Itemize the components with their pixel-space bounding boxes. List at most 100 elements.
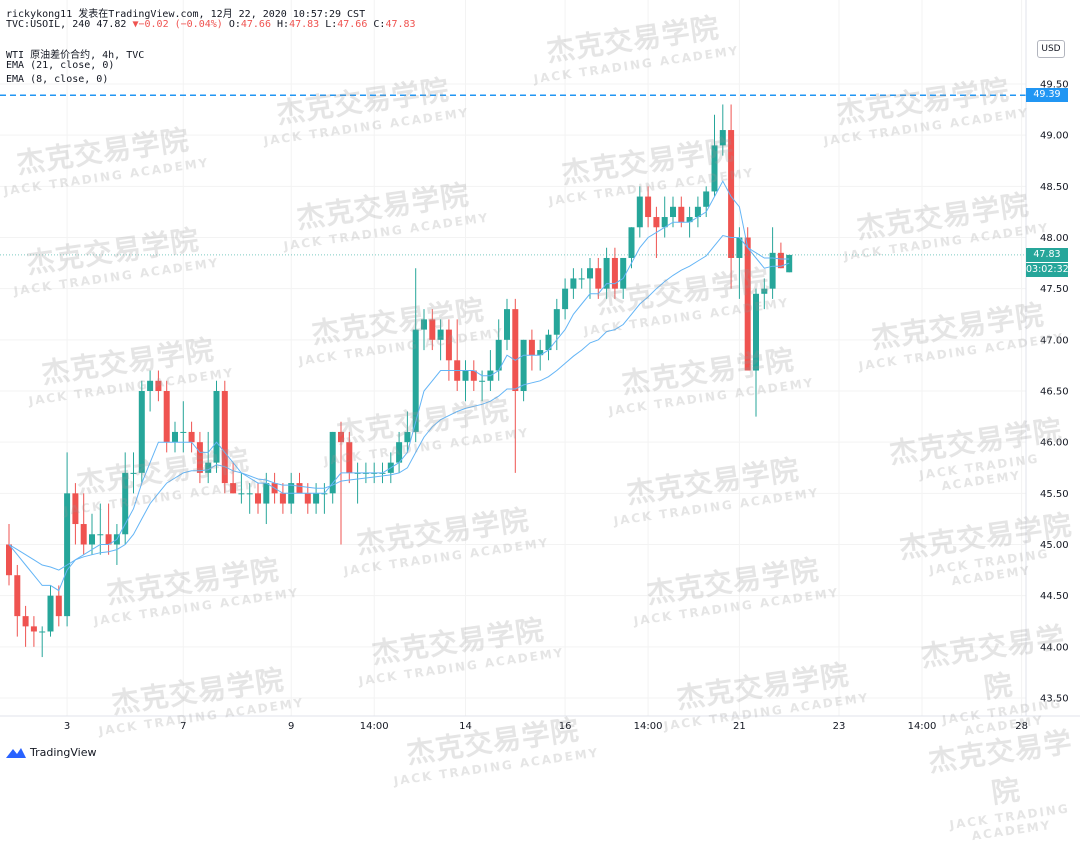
candle-down xyxy=(470,370,477,381)
candle-up xyxy=(562,288,569,310)
candlestick-series xyxy=(6,104,793,658)
ema-lines xyxy=(8,180,790,592)
candle-down xyxy=(221,391,228,484)
candle-up xyxy=(213,391,220,463)
low-value: 47.66 xyxy=(337,19,368,30)
y-tick-label: 46.00 xyxy=(1040,438,1069,449)
indicator-legend-ema8[interactable]: EMA (8, close, 0) xyxy=(6,74,109,85)
candle-down xyxy=(80,524,87,545)
candle-down xyxy=(163,391,170,443)
candle-up xyxy=(479,380,486,382)
candle-up xyxy=(703,191,710,207)
close-label: C: xyxy=(373,19,386,30)
candle-up xyxy=(537,350,544,356)
ema8-line xyxy=(8,180,790,592)
y-tick-label: 46.50 xyxy=(1040,387,1069,398)
candle-up xyxy=(545,334,552,351)
candle-up xyxy=(578,278,585,280)
candle-up xyxy=(504,309,510,340)
candle-down xyxy=(22,616,29,627)
candle-up xyxy=(587,268,593,279)
currency-button[interactable]: USD xyxy=(1037,40,1065,58)
candle-down xyxy=(230,483,237,494)
candle-down xyxy=(188,431,195,443)
candle-up xyxy=(437,329,444,340)
y-tick-label: 44.00 xyxy=(1040,642,1069,653)
candle-up xyxy=(263,483,270,504)
y-tick-label: 43.50 xyxy=(1040,694,1069,705)
candle-up xyxy=(122,472,129,535)
y-tick-label: 48.50 xyxy=(1040,182,1069,193)
candle-up xyxy=(147,380,154,391)
candle-up xyxy=(520,339,527,391)
candle-up xyxy=(661,217,668,228)
candle-up xyxy=(180,431,187,433)
price-change: −0.02 (−0.04%) xyxy=(138,19,223,30)
high-value: 47.83 xyxy=(289,19,320,30)
candle-down xyxy=(55,595,62,617)
candle-up xyxy=(462,370,469,381)
x-tick-label: 14 xyxy=(459,721,472,732)
candle-up xyxy=(89,534,95,545)
candle-down xyxy=(304,493,311,504)
y-tick-label: 45.50 xyxy=(1040,489,1069,500)
candle-up xyxy=(313,493,320,504)
candle-up xyxy=(603,257,610,289)
candle-down xyxy=(105,534,112,545)
candle-up xyxy=(736,237,743,258)
low-label: L: xyxy=(325,19,338,30)
candle-down xyxy=(678,206,685,223)
x-tick-label: 23 xyxy=(833,721,846,732)
candle-down xyxy=(255,493,261,504)
candle-up xyxy=(495,339,502,371)
y-tick-label: 49.00 xyxy=(1040,131,1069,142)
candle-up xyxy=(39,631,46,633)
x-tick-label: 14:00 xyxy=(634,721,663,732)
tradingview-brand: TradingView xyxy=(30,745,97,759)
candle-up xyxy=(570,278,577,289)
x-tick-label: 28 xyxy=(1015,721,1028,732)
x-axis-ticks: 3 7 9 14:00 14 16 14:00 21 23 14:00 28 xyxy=(64,721,1028,732)
candle-up xyxy=(97,534,104,536)
x-tick-label: 7 xyxy=(180,721,186,732)
open-label: O: xyxy=(228,19,241,30)
last-price-tag: 47.83 xyxy=(1026,247,1068,262)
candle-up xyxy=(719,130,726,146)
candle-down xyxy=(777,252,784,269)
tradingview-logo[interactable]: TradingView xyxy=(6,744,96,760)
candle-down xyxy=(744,237,751,371)
candle-up xyxy=(396,442,403,463)
candle-up xyxy=(686,217,693,223)
bar-countdown-tag: 03:02:32 xyxy=(1026,262,1069,277)
candle-down xyxy=(528,339,535,356)
candle-up xyxy=(172,431,178,443)
y-axis-ticks: 43.50 44.00 44.50 45.00 45.50 46.00 46.50 47.00… xyxy=(1040,80,1069,705)
candle-down xyxy=(14,575,21,617)
candle-up xyxy=(636,196,643,228)
candle-up xyxy=(329,431,336,494)
candle-down xyxy=(512,309,519,391)
x-tick-label: 9 xyxy=(288,721,294,732)
candle-up xyxy=(138,391,145,473)
candle-down xyxy=(196,442,203,473)
candle-up xyxy=(421,319,427,330)
candle-down xyxy=(653,217,660,228)
candle-down xyxy=(595,268,602,289)
candle-down xyxy=(6,544,12,576)
candle-down xyxy=(728,130,735,258)
indicator-legend-ema21[interactable]: EMA (21, close, 0) xyxy=(6,60,115,71)
horizontal-lines xyxy=(0,94,1026,256)
candle-up xyxy=(205,462,212,473)
candle-down xyxy=(445,329,452,361)
candle-up xyxy=(47,595,54,632)
y-tick-label: 48.00 xyxy=(1040,233,1069,244)
y-tick-label: 47.00 xyxy=(1040,335,1069,346)
candle-down xyxy=(645,196,652,218)
price-chart[interactable]: 43.50 44.00 44.50 45.00 45.50 46.00 46.50 47.00… xyxy=(0,0,1080,766)
candle-up xyxy=(64,493,71,617)
x-tick-label: 16 xyxy=(559,721,572,732)
candle-up xyxy=(628,227,635,258)
y-tick-label: 49.50 xyxy=(1040,80,1069,91)
series-legend-wti[interactable]: WTI 原油差价合约, 4h, TVC xyxy=(6,50,145,61)
y-tick-label: 44.50 xyxy=(1040,591,1069,602)
